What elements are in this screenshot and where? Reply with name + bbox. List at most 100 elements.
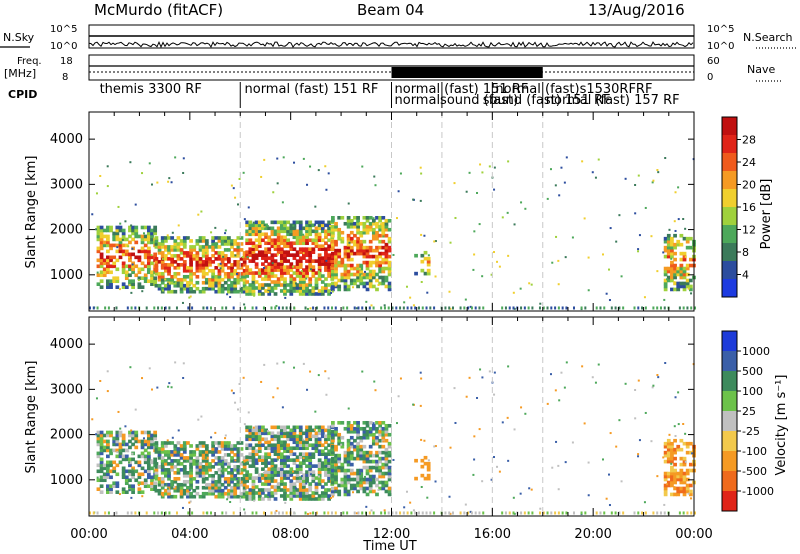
velocity-echo-cell [182,465,187,469]
velocity-echo-cell [182,482,187,487]
velocity-echo-cell [343,453,348,458]
velocity-ground-scatter [221,511,224,515]
velocity-echo-cell [423,455,428,460]
velocity-echo-cell [143,442,148,447]
power-echo-cell [227,242,231,246]
power-echo-cell [128,240,132,245]
power-echo-cell [337,215,342,220]
velocity-echo-cell [353,471,357,476]
power-echo-cell [167,263,171,267]
power-speckle [130,224,133,227]
velocity-echo-cell [685,444,690,449]
velocity-speckle [478,428,481,431]
power-echo-cell [248,241,253,246]
power-echo-cell [201,239,206,243]
velocity-echo-cell [251,476,256,480]
velocity-echo-cell [179,491,184,496]
power-echo-cell [679,263,684,268]
power-echo-cell [192,257,197,261]
power-ground-scatter [690,306,693,310]
velocity-echo-cell [298,446,303,451]
velocity-echo-cell [685,471,690,476]
power-echo-cell [279,223,284,228]
velocity-echo-cell [305,458,309,462]
velocity-speckle [554,389,557,392]
velocity-echo-cell [663,459,668,464]
power-echo-cell [670,278,674,283]
velocity-echo-cell [170,462,175,466]
velocity-echo-cell [666,471,671,476]
power-echo-cell [248,232,253,237]
power-echo-cell [356,215,360,220]
velocity-echo-cell [198,494,203,499]
cpid-label: CPID [8,88,37,101]
power-echo-cell [233,286,238,291]
power-speckle [161,257,164,260]
power-echo-cell [214,280,219,285]
velocity-speckle [662,456,665,459]
power-speckle [162,289,165,292]
power-echo-cell [109,228,113,233]
velocity-speckle [224,434,227,437]
power-echo-cell [292,280,297,284]
power-echo-cell [331,218,335,223]
power-echo-cell [257,229,262,234]
velocity-ground-scatter [327,511,330,515]
power-echo-cell [340,260,345,265]
velocity-echo-cell [302,485,306,489]
velocity-echo-cell [298,482,303,486]
power-echo-cell [201,266,206,270]
velocity-echo-cell [264,458,268,462]
velocity-echo-cell [324,494,328,498]
velocity-echo-cell [371,474,376,479]
velocity-echo-cell [682,459,687,464]
power-echo-cell [214,274,219,279]
velocity-echo-cell [230,450,234,454]
power-ground-scatter [414,306,417,310]
velocity-echo-cell [320,461,325,465]
velocity-echo-cell [150,436,154,441]
power-echo-cell [167,236,171,240]
power-echo-cell [264,241,268,246]
velocity-echo-cell [273,464,278,468]
power-echo-cell [214,257,219,261]
power-echo-cell [198,260,203,264]
power-echo-cell [220,236,225,240]
power-echo-cell [283,250,287,254]
power-echo-cell [270,265,275,269]
velocity-echo-cell [163,441,168,445]
power-echo-cell [201,245,206,249]
power-echo-cell [146,252,151,257]
power-echo-cell [688,287,693,292]
power-ground-scatter [410,306,413,310]
velocity-echo-cell [96,430,101,435]
velocity-echo-cell [384,453,389,458]
velocity-echo-cell [314,449,319,454]
power-echo-cell [378,215,383,220]
power-speckle [262,266,265,269]
velocity-echo-cell [387,465,392,470]
power-echo-cell [353,266,357,271]
velocity-echo-cell [189,450,193,454]
power-colorbar-tick-label: 16 [742,201,756,214]
power-echo-cell [131,279,135,284]
velocity-ground-scatter [399,511,402,515]
velocity-echo-cell [426,467,431,472]
power-speckle [197,213,200,216]
velocity-echo-cell [267,494,272,498]
power-echo-cell [257,283,262,287]
velocity-echo-cell [365,450,370,455]
power-echo-cell [423,256,428,261]
velocity-echo-cell [324,458,328,462]
power-echo-cell [208,260,212,264]
power-echo-cell [384,245,389,250]
velocity-echo-cell [302,497,306,501]
velocity-echo-cell [414,476,418,481]
power-echo-cell [189,286,193,291]
velocity-echo-cell [359,456,364,461]
power-echo-cell [140,240,145,245]
power-ground-scatter [368,306,371,310]
velocity-echo-cell [317,440,322,445]
velocity-echo-cell [264,446,268,451]
power-echo-cell [384,260,389,265]
